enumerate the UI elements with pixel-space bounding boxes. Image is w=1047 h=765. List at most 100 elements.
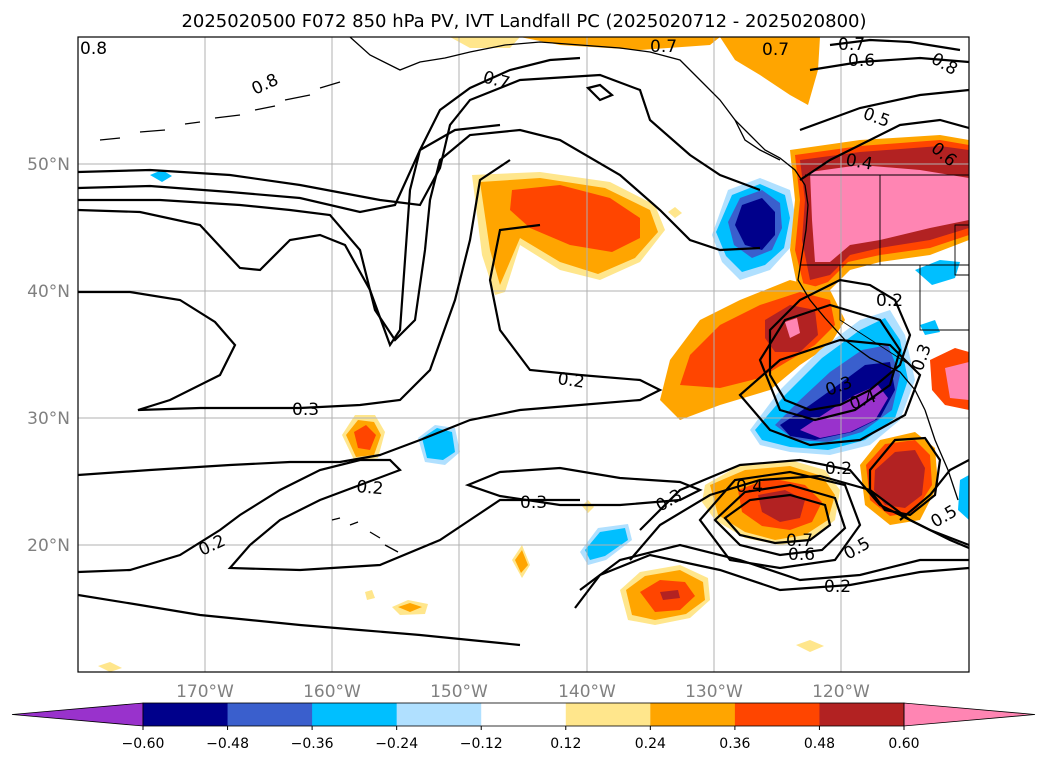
colorbar-frame <box>142 702 905 727</box>
contour-line <box>78 223 663 477</box>
pv-negative-patch <box>920 320 940 335</box>
pv-positive-patch <box>796 640 824 652</box>
contour-label: 0.6 <box>848 51 875 71</box>
contour-label: 0.2 <box>876 291 903 311</box>
contour-label: 0.2 <box>825 459 852 479</box>
colorbar-segment <box>143 703 229 726</box>
colorbar-extend-max <box>903 702 1036 727</box>
colorbar-segment <box>819 703 905 726</box>
contour-label: 0.2 <box>556 369 586 393</box>
contour-line <box>78 73 761 207</box>
contour-label: 0.8 <box>80 39 107 59</box>
contour-label: 0.2 <box>356 477 385 499</box>
pv-negative-patch <box>735 198 775 250</box>
colorbar-tick-label: −0.24 <box>375 736 418 752</box>
pv-positive-patch <box>874 450 925 508</box>
contour-label: 0.4 <box>736 477 763 497</box>
pv-negative-patch <box>958 475 969 520</box>
lon-label: 150°W <box>430 682 488 702</box>
colorbar: −0.60 −0.48 −0.36 −0.24 −0.12 0.12 0.24 0.36 0.4… <box>11 702 1036 752</box>
colorbar-segment <box>481 703 567 726</box>
colorbar-tick-label: −0.36 <box>291 736 334 752</box>
contour-line <box>899 459 969 521</box>
pv-positive-patch <box>660 590 680 600</box>
contour-line <box>809 56 969 72</box>
pv-positive-patch <box>810 165 969 262</box>
contour-label: 0.7 <box>650 37 677 57</box>
pv-positive-patch <box>515 550 528 573</box>
pv-shading <box>98 37 969 672</box>
contour-line <box>78 159 511 412</box>
alaska-coast <box>349 37 781 161</box>
contour-line <box>799 88 969 132</box>
lon-label: 120°W <box>812 682 870 702</box>
pv-positive-patch <box>720 37 820 105</box>
pv-positive-patch <box>398 603 422 612</box>
map-frame <box>77 36 970 673</box>
colorbar-tick-label: −0.60 <box>122 736 165 752</box>
contour-line <box>78 123 501 348</box>
contour-line <box>78 56 581 214</box>
figure-title: 2025020500 F072 850 hPa PV, IVT Landfall… <box>181 11 866 32</box>
state-borders <box>800 175 969 366</box>
pv-positive-patch <box>945 362 969 400</box>
colorbar-tick-label: 0.12 <box>550 736 581 752</box>
colorbar-segment <box>312 703 398 726</box>
contour-line <box>829 38 961 52</box>
contour-label: 0.3 <box>520 493 547 513</box>
contour-line <box>768 278 912 412</box>
contour-line <box>758 303 902 422</box>
pv-negative-patch <box>585 528 628 560</box>
pv-negative-patch <box>915 260 960 285</box>
lat-label: 20°N <box>27 536 70 556</box>
contour-line <box>78 593 521 647</box>
contour-line <box>868 436 942 517</box>
pv-negative-patch <box>800 385 888 438</box>
lat-label: 50°N <box>27 155 70 175</box>
contour-line <box>738 338 922 447</box>
pv-positive-patch <box>98 662 122 672</box>
contour-line <box>464 466 703 507</box>
colorbar-segment <box>396 703 482 726</box>
ivt-contours <box>78 38 969 647</box>
pv-positive-patch <box>510 185 640 252</box>
colorbar-segment <box>650 703 736 726</box>
contour-label: 0.4 <box>844 150 874 174</box>
colorbar-segment <box>565 703 651 726</box>
contour-line <box>579 543 969 591</box>
pv-positive-patch <box>365 590 375 600</box>
lon-label: 130°W <box>685 682 743 702</box>
colorbar-extend-min <box>11 702 144 727</box>
lon-label: 170°W <box>176 682 234 702</box>
lat-label: 40°N <box>27 282 70 302</box>
contour-label: 0.2 <box>824 577 851 597</box>
contour-labels: 0.8 0.8 0.7 0.7 0.7 0.7 0.6 0.8 0.5 0.6 … <box>80 35 961 597</box>
contour-line <box>713 483 847 557</box>
contour-line <box>723 493 832 545</box>
pv-positive-patch <box>785 318 800 338</box>
baja-coast <box>924 409 959 501</box>
colorbar-tick-label: −0.12 <box>460 736 503 752</box>
hawaii <box>331 517 399 553</box>
contour-label: 0.6 <box>788 545 815 565</box>
lon-label: 140°W <box>558 682 616 702</box>
pv-positive-patch <box>582 500 594 513</box>
colorbar-tick-label: 0.36 <box>719 736 750 752</box>
contour-label: 0.7 <box>838 35 865 55</box>
lon-label: 160°W <box>303 682 361 702</box>
colorbar-tick-label: −0.48 <box>206 736 249 752</box>
contour-line <box>78 128 761 342</box>
aleutian-islands <box>99 81 341 141</box>
lat-label: 30°N <box>27 409 70 429</box>
contour-line <box>585 83 615 102</box>
contour-label: 0.7 <box>762 40 789 60</box>
contour-line <box>78 458 580 574</box>
contour-label: 0.7 <box>786 531 813 551</box>
pv-positive-patch <box>668 207 682 218</box>
pv-negative-patch <box>150 170 172 182</box>
pv-positive-patch <box>520 37 720 50</box>
contour-label: 0.3 <box>292 400 319 420</box>
colorbar-tick-label: 0.24 <box>635 736 666 752</box>
colorbar-segment <box>734 703 820 726</box>
